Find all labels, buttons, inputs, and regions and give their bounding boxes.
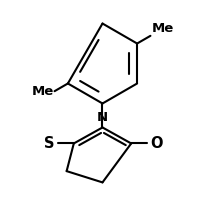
Text: N: N	[96, 111, 108, 124]
Text: O: O	[150, 136, 162, 151]
Text: S: S	[44, 136, 54, 151]
Text: Me: Me	[31, 85, 53, 98]
Text: Me: Me	[151, 22, 173, 35]
